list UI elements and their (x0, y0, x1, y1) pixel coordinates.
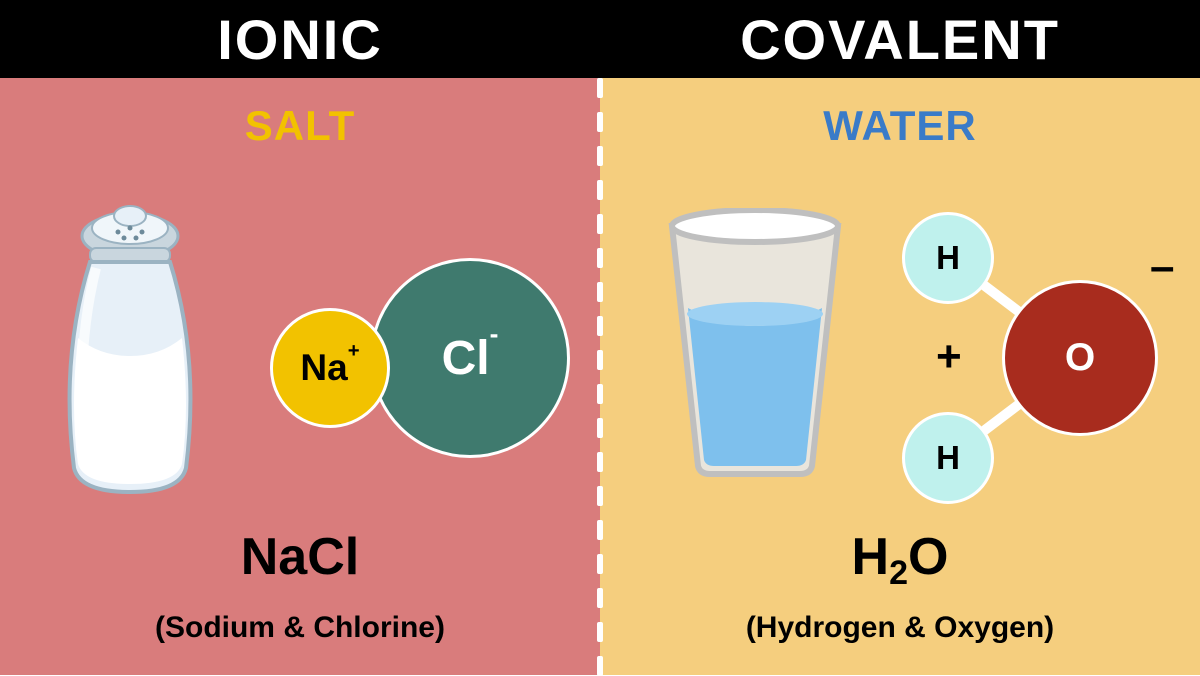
formula-2: 2 (889, 554, 908, 592)
infographic-root: IONIC SALT (0, 0, 1200, 675)
hydrogen-label-1: H (936, 239, 960, 277)
oxygen-atom: O (1002, 280, 1158, 436)
nacl-desc: (Sodium & Chlorine) (0, 611, 600, 645)
salt-shaker-icon (40, 198, 220, 498)
sodium-charge: + (348, 340, 360, 362)
chlorine-charge: - (490, 319, 499, 349)
water-subtitle: WATER (600, 102, 1200, 150)
h2o-desc: (Hydrogen & Oxygen) (600, 611, 1200, 645)
ionic-panel: IONIC SALT (0, 0, 600, 675)
nacl-formula: NaCl (0, 527, 600, 587)
h2o-formula: H2O (600, 527, 1200, 587)
salt-subtitle: SALT (0, 102, 600, 150)
ionic-body: SALT (0, 78, 600, 675)
covalent-panel: COVALENT WATER O H H + – H2O (600, 0, 1200, 675)
center-divider (597, 78, 603, 675)
sodium-atom: Na+ (270, 308, 390, 428)
formula-h: H (852, 528, 890, 586)
covalent-header: COVALENT (600, 0, 1200, 78)
hydrogen-atom-1: H (902, 212, 994, 304)
plus-sign: + (936, 332, 962, 382)
formula-o: O (908, 528, 948, 586)
hydrogen-label-2: H (936, 439, 960, 477)
water-glass-icon (660, 208, 850, 478)
hydrogen-atom-2: H (902, 412, 994, 504)
minus-sign: – (1150, 242, 1174, 292)
chlorine-label: Cl (442, 332, 490, 385)
oxygen-label: O (1065, 336, 1095, 380)
chlorine-atom: Cl- (370, 258, 570, 458)
sodium-label: Na (300, 347, 347, 388)
covalent-body: WATER O H H + – H2O (Hydrogen & Oxy (600, 78, 1200, 675)
ionic-header: IONIC (0, 0, 600, 78)
